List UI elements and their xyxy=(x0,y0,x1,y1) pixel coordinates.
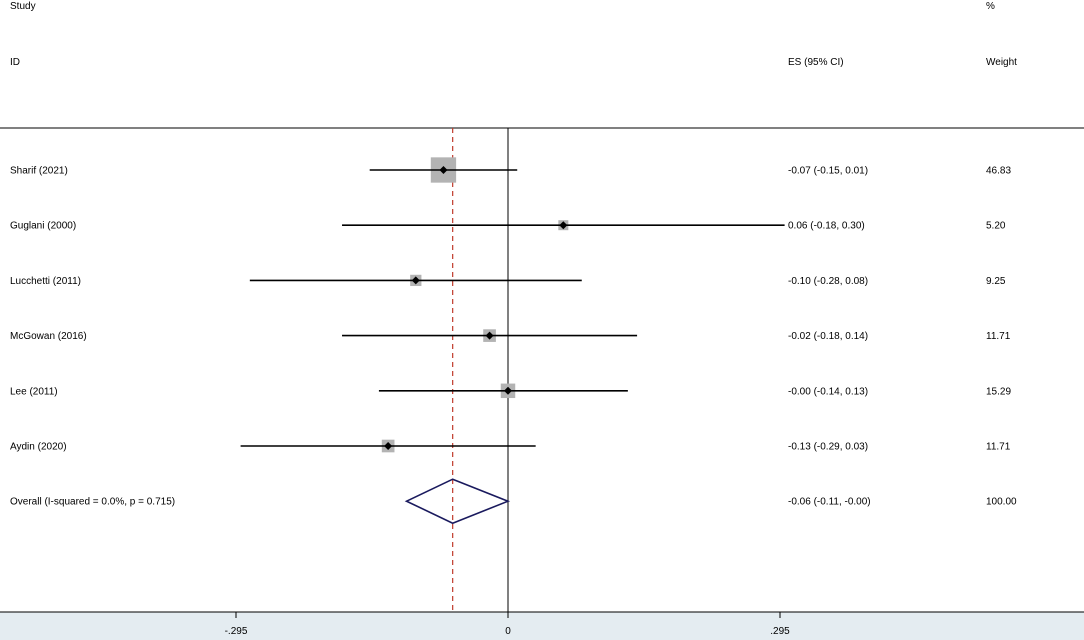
es-ci-text: -0.07 (-0.15, 0.01) xyxy=(788,166,868,177)
x-tick-label: -.295 xyxy=(225,626,248,637)
axis-band xyxy=(0,612,1084,640)
study-row: Sharif (2021) -0.07 (-0.15, 0.01) 46.83 xyxy=(10,157,1011,183)
header-study: Study xyxy=(10,1,36,12)
overall-weight-text: 100.00 xyxy=(986,497,1017,508)
header-pct: % xyxy=(986,1,995,12)
weight-text: 15.29 xyxy=(986,386,1011,397)
overall-label: Overall (I-squared = 0.0%, p = 0.715) xyxy=(10,497,175,508)
overall-es-text: -0.06 (-0.11, -0.00) xyxy=(788,497,871,508)
study-row: Lee (2011) -0.00 (-0.14, 0.13) 15.29 xyxy=(10,383,1011,399)
es-ci-text: -0.10 (-0.28, 0.08) xyxy=(788,276,868,287)
study-label: Sharif (2021) xyxy=(10,166,68,177)
header-es: ES (95% CI) xyxy=(788,57,844,68)
x-tick-label: .295 xyxy=(770,626,790,637)
study-row: Lucchetti (2011) -0.10 (-0.28, 0.08) 9.25 xyxy=(10,274,1006,287)
es-ci-text: -0.00 (-0.14, 0.13) xyxy=(788,386,868,397)
overall-diamond xyxy=(404,478,511,525)
study-label: Guglani (2000) xyxy=(10,221,76,232)
point-estimate xyxy=(439,166,448,174)
weight-text: 11.71 xyxy=(986,442,1011,453)
overall-row: Overall (I-squared = 0.0%, p = 0.715) -0.… xyxy=(10,478,1017,525)
study-label: McGowan (2016) xyxy=(10,331,87,342)
study-row: Aydin (2020) -0.13 (-0.29, 0.03) 11.71 xyxy=(10,439,1011,453)
x-axis: -.295 0 .295 xyxy=(225,612,790,637)
study-row: McGowan (2016) -0.02 (-0.18, 0.14) 11.71 xyxy=(10,329,1011,342)
es-ci-text: -0.02 (-0.18, 0.14) xyxy=(788,331,868,342)
point-estimate xyxy=(485,331,494,340)
x-tick-label: 0 xyxy=(505,626,511,637)
point-estimate xyxy=(559,221,568,230)
point-estimate xyxy=(411,276,420,285)
point-estimate xyxy=(384,442,393,450)
weight-text: 11.71 xyxy=(986,331,1011,342)
study-row: Guglani (2000) 0.06 (-0.18, 0.30) 5.20 xyxy=(10,220,1006,232)
chart-marks: Sharif (2021) -0.07 (-0.15, 0.01) 46.83 Gug… xyxy=(10,128,1017,612)
weight-text: 5.20 xyxy=(986,221,1006,232)
header-id: ID xyxy=(10,57,20,68)
es-ci-text: 0.06 (-0.18, 0.30) xyxy=(788,221,865,232)
point-estimate xyxy=(504,386,512,395)
study-label: Lucchetti (2011) xyxy=(10,276,81,287)
study-label: Lee (2011) xyxy=(10,386,58,397)
weight-text: 9.25 xyxy=(986,276,1006,287)
study-label: Aydin (2020) xyxy=(10,442,67,453)
header-weight: Weight xyxy=(986,57,1017,68)
weight-text: 46.83 xyxy=(986,166,1011,177)
es-ci-text: -0.13 (-0.29, 0.03) xyxy=(788,442,868,453)
